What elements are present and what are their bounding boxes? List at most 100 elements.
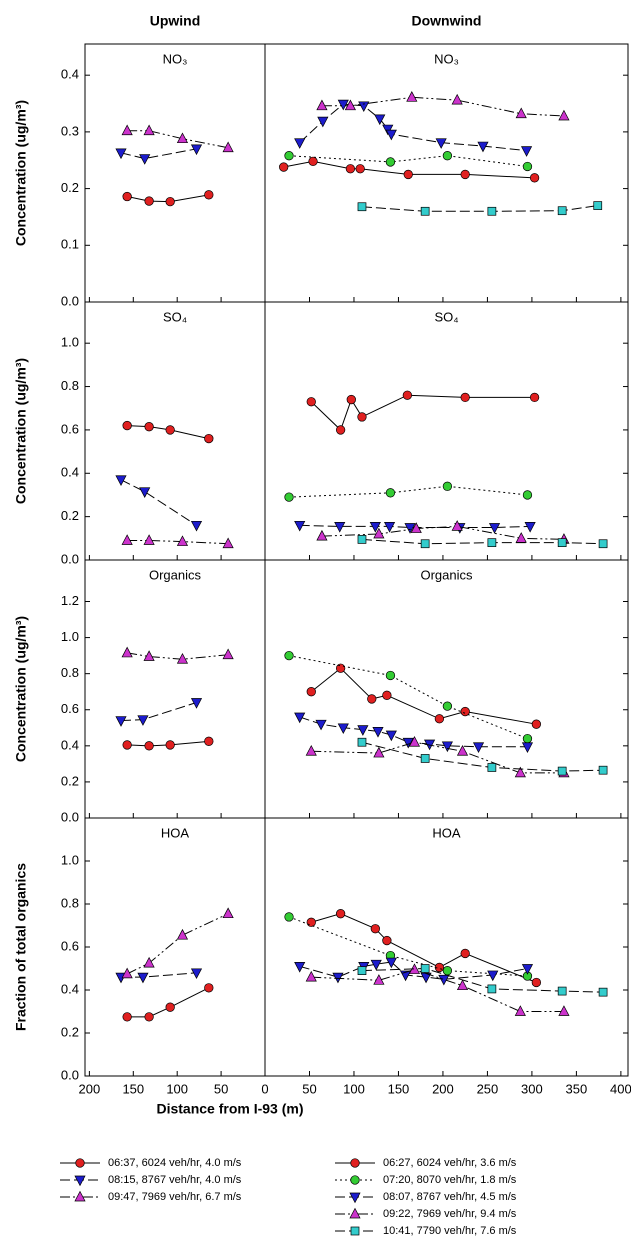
marker — [75, 1158, 85, 1168]
marker — [598, 539, 608, 549]
y-tick-label: 0.2 — [61, 508, 79, 523]
marker — [143, 534, 155, 545]
column-title: Upwind — [150, 13, 201, 29]
marker — [335, 425, 346, 435]
marker — [222, 141, 234, 153]
marker — [143, 956, 155, 968]
panel-title: NO₃ — [434, 51, 459, 66]
panel-frame — [264, 43, 629, 303]
series-line — [126, 913, 229, 975]
y-tick-label: 0.0 — [61, 551, 79, 566]
marker — [558, 109, 570, 121]
marker — [598, 765, 608, 775]
marker — [139, 487, 151, 498]
marker — [122, 420, 132, 431]
marker — [144, 196, 154, 206]
y-tick-label: 0.0 — [61, 809, 79, 824]
marker — [335, 909, 346, 919]
marker — [372, 727, 384, 738]
marker — [373, 746, 385, 758]
marker — [294, 520, 306, 532]
series-line — [299, 524, 531, 528]
x-tick-label: 300 — [521, 1081, 543, 1096]
x-tick-label: 150 — [122, 1081, 144, 1096]
marker — [382, 690, 392, 700]
marker — [435, 138, 447, 149]
series-line — [120, 479, 197, 526]
legend-label: 08:07, 8767 veh/hr, 4.5 m/s — [383, 1191, 517, 1203]
marker — [558, 1005, 570, 1016]
marker — [334, 522, 346, 533]
marker — [402, 390, 413, 400]
y-tick-label: 0.2 — [61, 1024, 79, 1039]
y-axis-label: Concentration (ug/m³) — [13, 358, 29, 504]
y-tick-label: 0.1 — [61, 237, 79, 252]
marker — [557, 986, 567, 996]
marker — [529, 173, 540, 183]
marker — [515, 107, 527, 119]
marker — [137, 715, 149, 726]
marker — [294, 961, 306, 973]
marker — [487, 538, 497, 548]
legend-entry: 06:27, 6024 veh/hr, 3.6 m/s — [335, 1157, 517, 1169]
legend-label: 09:22, 7969 veh/hr, 9.4 m/s — [383, 1208, 517, 1220]
marker — [404, 523, 416, 534]
x-tick-label: 400 — [610, 1081, 631, 1096]
panel-title: Organics — [149, 567, 202, 582]
marker — [144, 741, 154, 751]
marker — [115, 716, 127, 727]
marker — [165, 740, 175, 750]
y-tick-label: 0.0 — [61, 1067, 79, 1082]
series-line — [289, 485, 528, 498]
marker — [337, 99, 349, 111]
marker — [284, 650, 294, 661]
y-tick-label: 0.4 — [61, 67, 79, 82]
panel-frame — [84, 559, 266, 819]
marker — [406, 91, 418, 102]
marker — [385, 157, 396, 167]
legend-label: 09:47, 7969 veh/hr, 6.7 m/s — [108, 1191, 242, 1203]
marker — [456, 979, 469, 991]
marker — [442, 701, 453, 711]
marker — [144, 1012, 154, 1022]
marker — [294, 138, 306, 149]
marker — [460, 706, 470, 717]
x-tick-label: 250 — [477, 1081, 499, 1096]
marker — [122, 1012, 132, 1022]
marker — [451, 93, 463, 105]
marker — [369, 522, 381, 533]
marker — [165, 425, 175, 435]
x-tick-label: 150 — [388, 1081, 410, 1096]
marker — [222, 907, 234, 919]
marker — [344, 99, 356, 111]
marker — [487, 763, 497, 772]
marker — [122, 740, 132, 750]
marker — [442, 151, 453, 161]
marker — [308, 156, 318, 167]
marker — [349, 1192, 361, 1204]
marker — [383, 522, 396, 533]
marker — [382, 935, 392, 946]
series-line — [127, 652, 229, 660]
marker — [557, 766, 567, 776]
marker — [460, 948, 470, 959]
series-line — [127, 194, 209, 203]
marker — [204, 433, 214, 444]
marker — [420, 964, 430, 973]
legend-label: 08:15, 8767 veh/hr, 4.0 m/s — [108, 1174, 242, 1186]
marker — [121, 534, 133, 545]
marker — [346, 394, 356, 405]
x-tick-label: 100 — [166, 1081, 188, 1096]
marker — [284, 912, 294, 922]
y-tick-label: 0.2 — [61, 773, 79, 788]
panel-frame — [84, 43, 266, 303]
marker — [531, 977, 542, 988]
marker — [74, 1190, 86, 1202]
y-tick-label: 0.4 — [61, 981, 79, 996]
marker — [385, 957, 397, 969]
panel-title: SO₄ — [434, 309, 458, 324]
series-line — [127, 987, 210, 1018]
series-line — [127, 740, 209, 747]
marker — [442, 966, 453, 976]
